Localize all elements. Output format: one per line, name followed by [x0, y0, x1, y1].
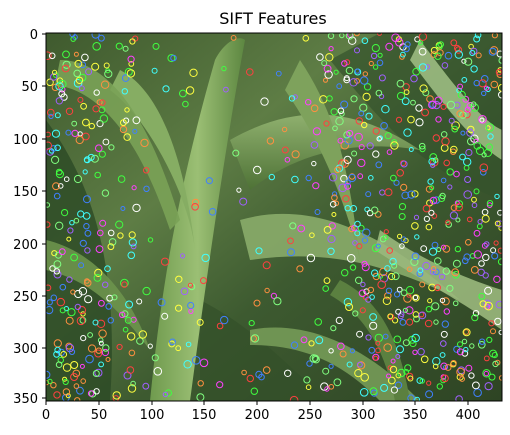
x-tick-label: 150 — [192, 408, 217, 423]
y-tick-label: 300 — [13, 342, 38, 357]
y-tick-label: 100 — [13, 133, 38, 148]
y-tick-label: 200 — [13, 238, 38, 253]
y-tick-label: 150 — [13, 185, 38, 200]
x-tick-label: 400 — [456, 408, 481, 423]
x-axis — [46, 401, 415, 405]
x-tick-label: 100 — [140, 408, 165, 423]
y-tick-label: 50 — [21, 80, 38, 95]
plant-image — [43, 30, 506, 404]
x-tick-label: 350 — [403, 408, 428, 423]
y-tick-label: 350 — [13, 392, 38, 407]
x-tick-label: 50 — [91, 408, 108, 423]
figure-title: SIFT Features — [219, 9, 326, 28]
x-tick-label: 200 — [245, 408, 270, 423]
y-tick-label: 0 — [30, 28, 38, 43]
x-tick-label: 250 — [298, 408, 323, 423]
y-axis — [42, 34, 46, 398]
x-tick-label: 0 — [42, 408, 50, 423]
y-tick-label: 250 — [13, 290, 38, 305]
x-tick-label: 300 — [351, 408, 376, 423]
